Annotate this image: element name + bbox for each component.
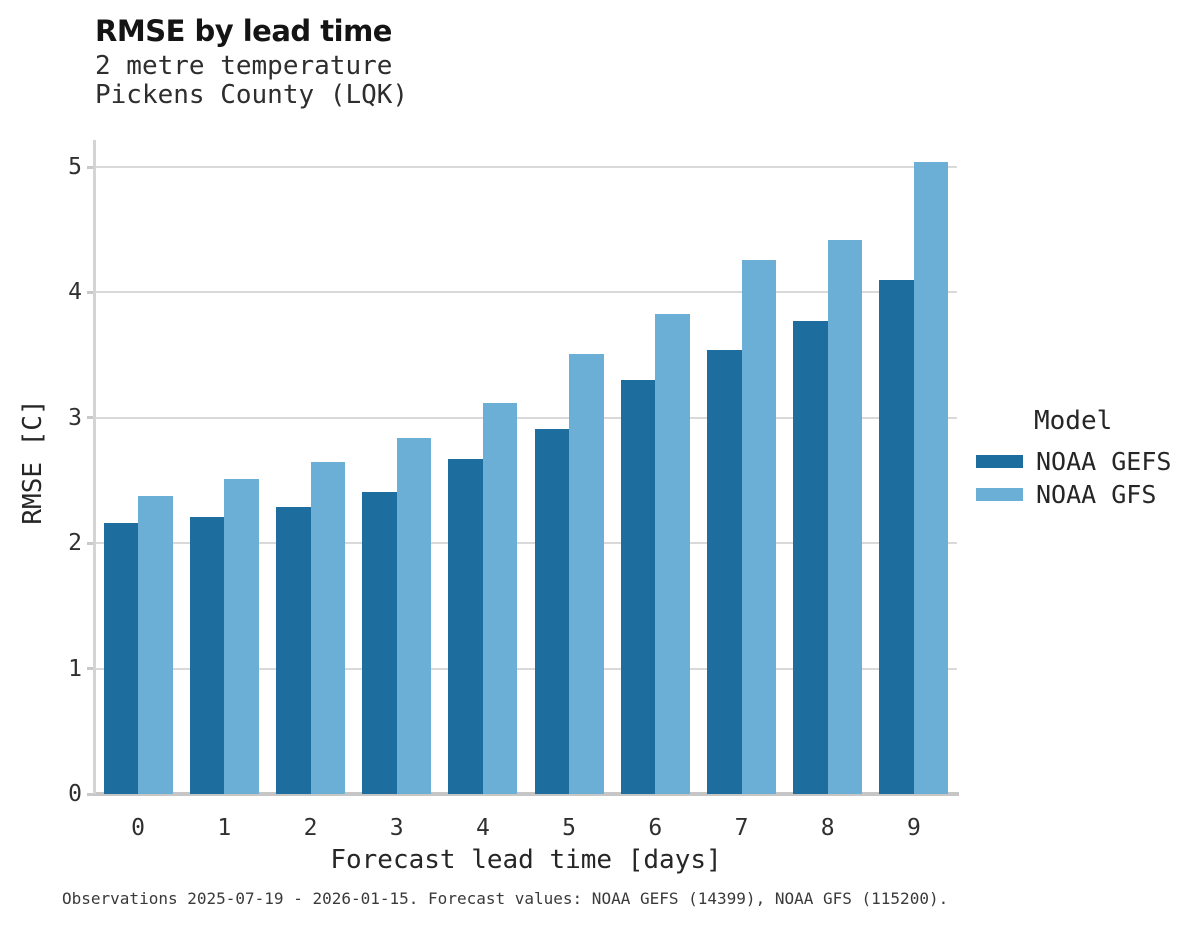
bar-noaa-gefs-day5 — [534, 429, 570, 794]
legend-item-noaa-gefs: NOAA GEFS — [976, 445, 1171, 478]
bar-noaa-gefs-day0 — [103, 523, 139, 794]
legend-label-noaa-gefs: NOAA GEFS — [1036, 447, 1172, 476]
x-tick-label-3: 3 — [389, 815, 404, 841]
bar-noaa-gefs-day8 — [793, 321, 828, 794]
bar-noaa-gefs-day1 — [189, 516, 225, 794]
x-tick-label-5: 5 — [562, 815, 577, 841]
bar-noaa-gfs-day1 — [224, 479, 259, 794]
gridline-y5 — [95, 166, 957, 168]
y-tick-label-3: 3 — [68, 404, 82, 431]
bar-noaa-gefs-day7 — [707, 350, 742, 794]
y-axis-line — [93, 140, 96, 794]
y-tick-mark-0 — [87, 792, 94, 796]
gridline-y1 — [95, 667, 957, 670]
legend: Model NOAA GEFS NOAA GFS — [976, 406, 1171, 511]
x-tick-label-2: 2 — [303, 815, 318, 841]
legend-swatch-noaa-gfs — [976, 488, 1023, 501]
gridline-y4 — [95, 291, 957, 294]
bar-noaa-gefs-day6 — [620, 380, 656, 794]
chart-subtitle-location: Pickens County (LQK) — [95, 80, 409, 110]
gridline-y3 — [95, 416, 957, 419]
bar-noaa-gfs-day4 — [482, 402, 518, 794]
chart-title: RMSE by lead time — [95, 14, 392, 48]
x-tick-label-7: 7 — [734, 815, 749, 841]
y-tick-mark-4 — [87, 290, 94, 294]
bar-noaa-gfs-day2 — [310, 461, 345, 794]
x-axis-line — [93, 792, 959, 796]
x-tick-label-6: 6 — [648, 815, 663, 841]
y-tick-mark-5 — [87, 165, 94, 169]
legend-label-noaa-gfs: NOAA GFS — [1036, 480, 1157, 509]
y-tick-label-2: 2 — [68, 530, 82, 557]
x-tick-label-1: 1 — [217, 815, 232, 841]
x-axis-label: Forecast lead time [days] — [330, 845, 722, 875]
y-tick-mark-3 — [87, 416, 94, 420]
bar-noaa-gfs-day6 — [655, 313, 690, 794]
y-tick-label-0: 0 — [68, 781, 82, 807]
legend-item-noaa-gfs: NOAA GFS — [976, 478, 1171, 511]
x-tick-label-8: 8 — [820, 815, 835, 841]
bar-noaa-gfs-day3 — [396, 437, 432, 794]
y-tick-label-5: 5 — [68, 154, 82, 180]
x-tick-label-4: 4 — [475, 815, 490, 841]
bar-noaa-gfs-day8 — [827, 239, 863, 794]
plot-area — [93, 140, 959, 796]
legend-title: Model — [1034, 406, 1113, 436]
legend-swatch-noaa-gefs — [976, 455, 1023, 468]
bar-noaa-gefs-day9 — [879, 279, 914, 794]
y-tick-label-1: 1 — [68, 655, 82, 682]
bar-noaa-gefs-day3 — [362, 491, 397, 794]
bar-noaa-gfs-day0 — [138, 495, 173, 794]
bar-noaa-gfs-day5 — [569, 353, 604, 794]
gridline-y2 — [95, 542, 957, 545]
x-tick-label-0: 0 — [131, 815, 146, 841]
x-tick-label-9: 9 — [906, 815, 921, 841]
bar-noaa-gfs-day9 — [913, 161, 949, 794]
y-tick-mark-2 — [87, 541, 94, 545]
y-tick-mark-1 — [87, 667, 94, 671]
footnote: Observations 2025-07-19 - 2026-01-15. Fo… — [62, 889, 949, 908]
y-tick-label-4: 4 — [68, 279, 82, 306]
bar-noaa-gfs-day7 — [741, 259, 776, 794]
bar-noaa-gefs-day4 — [448, 459, 483, 794]
chart-subtitle-variable: 2 metre temperature — [95, 51, 393, 81]
bar-noaa-gefs-day2 — [276, 506, 311, 794]
